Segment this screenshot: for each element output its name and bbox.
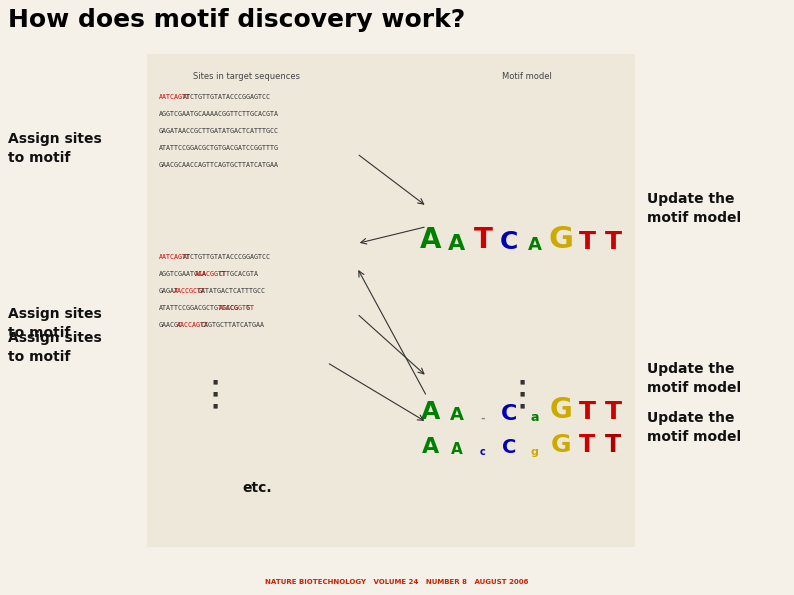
Text: T: T: [604, 400, 622, 424]
Text: Sites in target sequences: Sites in target sequences: [194, 71, 300, 80]
Bar: [147, 54, 635, 547]
Text: A: A: [422, 437, 440, 458]
Text: How does motif discovery work?: How does motif discovery work?: [8, 8, 465, 32]
Text: c: c: [480, 447, 486, 458]
Text: Assign sites
to motif: Assign sites to motif: [8, 132, 102, 165]
Text: Update the
motif model: Update the motif model: [647, 411, 742, 444]
Text: A: A: [421, 400, 441, 424]
Text: A: A: [528, 236, 542, 253]
Text: A: A: [449, 234, 465, 253]
Text: CTTGCACGTA: CTTGCACGTA: [218, 271, 258, 277]
Text: T: T: [579, 433, 595, 458]
Text: a: a: [530, 411, 539, 424]
Text: Motif model: Motif model: [502, 71, 552, 80]
Text: AACCAGTT: AACCAGTT: [177, 321, 209, 328]
Text: AATCAGTT: AATCAGTT: [159, 93, 191, 99]
Text: Update the
motif model: Update the motif model: [647, 192, 742, 225]
Text: ■: ■: [212, 404, 218, 409]
Text: C: C: [499, 230, 518, 253]
Text: AAACGGTT: AAACGGTT: [195, 271, 226, 277]
Text: CAGTGCTTATCATGAA: CAGTGCTTATCATGAA: [201, 321, 264, 328]
Text: g: g: [531, 447, 539, 458]
Text: AGGTCGAATGCA: AGGTCGAATGCA: [159, 271, 207, 277]
Text: G: G: [549, 224, 573, 253]
Text: ■: ■: [212, 380, 218, 385]
Text: AGGTCGAATGCAAAACGGTTCTTGCACGTA: AGGTCGAATGCAAAACGGTTCTTGCACGTA: [159, 111, 279, 117]
Text: A: A: [451, 443, 463, 458]
Text: ATATTCCGGACGCTGTGACGATCCGGTTTG: ATATTCCGGACGCTGTGACGATCCGGTTTG: [159, 145, 279, 151]
Text: G: G: [550, 433, 571, 458]
Text: T: T: [578, 400, 596, 424]
Text: A: A: [420, 226, 441, 253]
Text: NATURE BIOTECHNOLOGY   VOLUME 24   NUMBER 8   AUGUST 2006: NATURE BIOTECHNOLOGY VOLUME 24 NUMBER 8 …: [265, 579, 529, 585]
Text: A: A: [450, 406, 464, 424]
Text: C: C: [502, 439, 516, 458]
Text: Assign sites
to motif: Assign sites to motif: [8, 331, 102, 364]
Text: GATATGACTCATTTGCC: GATATGACTCATTTGCC: [198, 287, 265, 293]
Text: Update the
motif model: Update the motif model: [647, 362, 742, 394]
Text: GAACGCAACCAGTTCAGTGCTTATCATGAA: GAACGCAACCAGTTCAGTGCTTATCATGAA: [159, 162, 279, 168]
Text: C: C: [501, 403, 517, 424]
Text: Assign sites
to motif: Assign sites to motif: [8, 308, 102, 340]
Text: ATATTCCGGACGCTGTGACG: ATATTCCGGACGCTGTGACG: [159, 305, 239, 311]
Text: G: G: [549, 396, 572, 424]
Text: ATCTGTTGTATACCCGGAGTCC: ATCTGTTGTATACCCGGAGTCC: [183, 93, 271, 99]
Text: -: -: [480, 414, 485, 424]
Text: T: T: [604, 230, 622, 253]
Text: AATCAGTT: AATCAGTT: [159, 253, 191, 259]
Text: etc.: etc.: [242, 481, 272, 496]
Text: GAGAT: GAGAT: [159, 287, 179, 293]
Text: GAGATAACCGCTTGATATGACTCATTTGCC: GAGATAACCGCTTGATATGACTCATTTGCC: [159, 127, 279, 133]
Text: ATCTGTTGTATACCCGGAGTCC: ATCTGTTGTATACCCGGAGTCC: [183, 253, 271, 259]
Text: G: G: [245, 305, 249, 311]
Text: ATCCGGTTT: ATCCGGTTT: [218, 305, 254, 311]
Text: ■: ■: [519, 392, 525, 397]
Text: T: T: [473, 226, 492, 253]
Text: T: T: [605, 433, 621, 458]
Text: GAACGC: GAACGC: [159, 321, 183, 328]
Text: ■: ■: [519, 380, 525, 385]
Text: ■: ■: [519, 404, 525, 409]
Text: AACCGCTT: AACCGCTT: [174, 287, 206, 293]
Text: ■: ■: [212, 392, 218, 397]
Text: T: T: [578, 230, 596, 253]
